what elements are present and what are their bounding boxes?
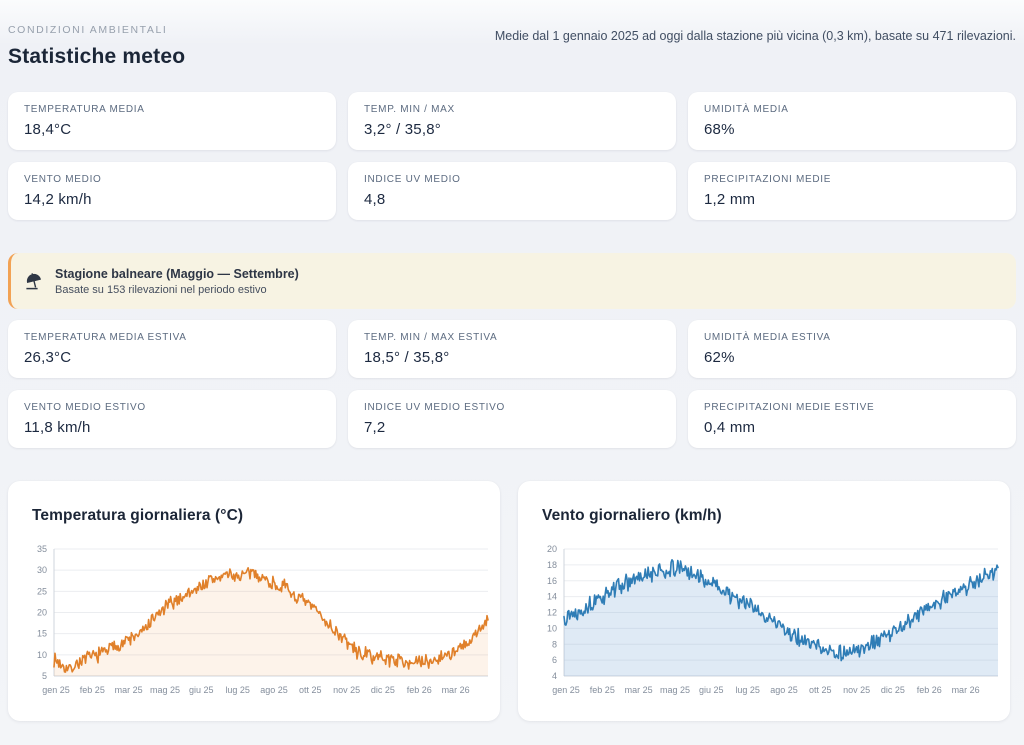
svg-text:10: 10	[37, 650, 47, 660]
stat-value: 18,5° / 35,8°	[364, 349, 450, 366]
stat-value: 7,2	[364, 419, 386, 436]
svg-text:mag 25: mag 25	[660, 685, 690, 695]
svg-text:15: 15	[37, 629, 47, 639]
summer-stats-grid: TEMPERATURA MEDIA ESTIVA 26,3°C TEMP. MI…	[8, 320, 1016, 448]
section-eyebrow: CONDIZIONI AMBIENTALI	[8, 24, 168, 36]
stat-value: 18,4°C	[24, 121, 72, 138]
stat-label: TEMP. MIN / MAX	[364, 104, 455, 115]
beach-umbrella-icon	[26, 273, 41, 290]
stat-card-vento-medio-estivo: VENTO MEDIO ESTIVO 11,8 km/h	[8, 390, 336, 448]
data-source-note: Medie dal 1 gennaio 2025 ad oggi dalla s…	[494, 29, 1016, 43]
svg-text:8: 8	[552, 639, 557, 649]
banner-text: Stagione balneare (Maggio — Settembre) B…	[55, 267, 299, 296]
svg-text:gen 25: gen 25	[552, 685, 580, 695]
page-title: Statistiche meteo	[8, 45, 186, 68]
svg-text:ott 25: ott 25	[299, 685, 322, 695]
svg-text:feb 25: feb 25	[80, 685, 105, 695]
stat-card-vento-medio: VENTO MEDIO 14,2 km/h	[8, 162, 336, 220]
charts-row: Temperatura giornaliera (°C) 5 10 15 20 25 30…	[8, 481, 1016, 721]
stat-label: UMIDITÀ MEDIA ESTIVA	[704, 332, 831, 343]
page-header: CONDIZIONI AMBIENTALI Statistiche meteo …	[8, 0, 1016, 69]
svg-text:dic 25: dic 25	[881, 685, 905, 695]
temperature-chart-title: Temperatura giornaliera (°C)	[32, 507, 244, 524]
svg-text:feb 26: feb 26	[917, 685, 942, 695]
stat-card-precipitazioni-medie-estive: PRECIPITAZIONI MEDIE ESTIVE 0,4 mm	[688, 390, 1016, 448]
stat-label: VENTO MEDIO	[24, 174, 102, 185]
svg-text:ago 25: ago 25	[770, 685, 798, 695]
svg-text:mar 25: mar 25	[115, 685, 143, 695]
banner-subtitle: Basate su 153 rilevazioni nel periodo es…	[55, 283, 267, 296]
svg-text:feb 26: feb 26	[407, 685, 432, 695]
stat-value: 0,4 mm	[704, 419, 756, 436]
stat-label: INDICE UV MEDIO	[364, 174, 461, 185]
svg-text:lug 25: lug 25	[225, 685, 250, 695]
stat-label: VENTO MEDIO ESTIVO	[24, 402, 146, 413]
stat-value: 4,8	[364, 191, 386, 208]
svg-text:giu 25: giu 25	[189, 685, 214, 695]
svg-text:6: 6	[552, 655, 557, 665]
stat-card-temperatura-media-estiva: TEMPERATURA MEDIA ESTIVA 26,3°C	[8, 320, 336, 378]
stat-label: TEMPERATURA MEDIA	[24, 104, 145, 115]
svg-text:nov 25: nov 25	[333, 685, 360, 695]
svg-text:14: 14	[547, 592, 557, 602]
stat-value: 1,2 mm	[704, 191, 756, 208]
svg-text:10: 10	[547, 623, 557, 633]
stat-card-indice-uv-medio-estivo: INDICE UV MEDIO ESTIVO 7,2	[348, 390, 676, 448]
svg-text:lug 25: lug 25	[735, 685, 760, 695]
svg-text:20: 20	[547, 544, 557, 554]
svg-text:30: 30	[37, 565, 47, 575]
weather-statistics-page: CONDIZIONI AMBIENTALI Statistiche meteo …	[8, 0, 1016, 721]
svg-text:5: 5	[42, 671, 47, 681]
header-titles: CONDIZIONI AMBIENTALI Statistiche meteo	[8, 24, 185, 69]
stat-value: 3,2° / 35,8°	[364, 121, 441, 138]
temperature-daily-chart: 5 10 15 20 25 30 35 gen 25 feb 25 mar 25 mag 25 giu…	[37, 544, 489, 695]
stat-card-umidita-media-estiva: UMIDITÀ MEDIA ESTIVA 62%	[688, 320, 1016, 378]
wind-chart-title: Vento giornaliero (km/h)	[542, 507, 722, 524]
svg-text:mag 25: mag 25	[150, 685, 180, 695]
svg-text:25: 25	[37, 586, 47, 596]
svg-text:mar 26: mar 26	[952, 685, 980, 695]
svg-text:feb 25: feb 25	[590, 685, 615, 695]
svg-text:dic 25: dic 25	[371, 685, 395, 695]
wind-daily-chart: 4 6 8 10 12 14 16 18 20 gen 25 feb 25 mar 25 mag 25 g…	[547, 544, 999, 695]
stat-label: PRECIPITAZIONI MEDIE	[704, 174, 832, 185]
svg-text:mar 26: mar 26	[442, 685, 470, 695]
stat-value: 62%	[704, 349, 735, 366]
stat-value: 11,8 km/h	[24, 419, 91, 436]
svg-text:20: 20	[37, 608, 47, 618]
svg-text:18: 18	[547, 560, 557, 570]
stat-card-temp-min-max-estiva: TEMP. MIN / MAX ESTIVA 18,5° / 35,8°	[348, 320, 676, 378]
svg-text:ago 25: ago 25	[260, 685, 288, 695]
stat-label: TEMPERATURA MEDIA ESTIVA	[24, 332, 187, 343]
svg-text:gen 25: gen 25	[42, 685, 70, 695]
stat-card-indice-uv-medio: INDICE UV MEDIO 4,8	[348, 162, 676, 220]
general-stats-grid: TEMPERATURA MEDIA 18,4°C TEMP. MIN / MAX…	[8, 92, 1016, 220]
svg-text:12: 12	[547, 608, 557, 618]
svg-text:35: 35	[37, 544, 47, 554]
stat-card-umidita-media: UMIDITÀ MEDIA 68%	[688, 92, 1016, 150]
stat-value: 14,2 km/h	[24, 191, 92, 208]
stat-value: 68%	[704, 121, 735, 138]
svg-text:4: 4	[552, 671, 557, 681]
svg-text:mar 25: mar 25	[625, 685, 653, 695]
stat-card-precipitazioni-medie: PRECIPITAZIONI MEDIE 1,2 mm	[688, 162, 1016, 220]
stat-label: PRECIPITAZIONI MEDIE ESTIVE	[704, 402, 875, 413]
temperature-chart-card: Temperatura giornaliera (°C) 5 10 15 20 25 30…	[8, 481, 500, 721]
svg-text:giu 25: giu 25	[699, 685, 724, 695]
stat-value: 26,3°C	[24, 349, 72, 366]
stat-label: INDICE UV MEDIO ESTIVO	[364, 402, 505, 413]
svg-text:ott 25: ott 25	[809, 685, 832, 695]
svg-text:16: 16	[547, 576, 557, 586]
wind-chart-card: Vento giornaliero (km/h) 4 6 8 10 12 14 16 18 20…	[518, 481, 1010, 721]
stat-card-temperatura-media: TEMPERATURA MEDIA 18,4°C	[8, 92, 336, 150]
stat-label: UMIDITÀ MEDIA	[704, 104, 789, 115]
beach-season-banner: Stagione balneare (Maggio — Settembre) B…	[8, 253, 1016, 309]
svg-text:nov 25: nov 25	[843, 685, 870, 695]
stat-label: TEMP. MIN / MAX ESTIVA	[364, 332, 498, 343]
banner-title: Stagione balneare (Maggio — Settembre)	[55, 266, 299, 281]
stat-card-temp-min-max: TEMP. MIN / MAX 3,2° / 35,8°	[348, 92, 676, 150]
